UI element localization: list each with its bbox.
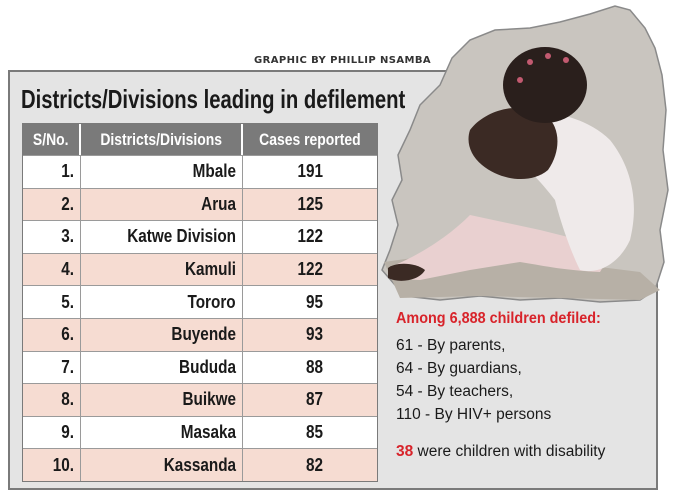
- cell-sno: 9.: [23, 416, 81, 449]
- stat-line-teachers: 54 - By teachers,: [396, 383, 514, 400]
- cell-cases: 122: [297, 226, 323, 247]
- stat-line-hiv: 110 - By HIV+ persons: [396, 406, 552, 423]
- header-sno: S/No.: [23, 124, 81, 155]
- table-row: 7. Bududa 88: [23, 350, 377, 384]
- child-figure-legs: [393, 215, 610, 280]
- table-row: 6. Buyende 93: [23, 317, 377, 351]
- stat-line-disability: 38 were children with disability: [396, 440, 624, 463]
- table-row: 8. Buikwe 87: [23, 383, 377, 416]
- table-row: 2. Arua 125: [23, 187, 377, 221]
- cell-cases: 93: [305, 324, 323, 345]
- hair-beads: [527, 59, 533, 65]
- cell-sno: 10.: [23, 449, 81, 481]
- cell-district: Buyende: [81, 318, 243, 351]
- header-district: Districts/Divisions: [81, 124, 243, 155]
- cell-sno: 6.: [23, 318, 81, 351]
- cell-sno: 2.: [23, 188, 81, 221]
- child-figure-arm: [468, 107, 558, 180]
- table-row: 1. Mbale 191: [23, 155, 377, 188]
- cell-sno: 7.: [23, 351, 81, 384]
- cell-sno: 4.: [23, 253, 81, 286]
- table-body: 1. Mbale 191 2. Arua 125 3. Katwe Divisi…: [23, 155, 377, 481]
- cell-district: Kamuli: [81, 253, 243, 286]
- child-figure-feet: [388, 263, 425, 281]
- cell-cases: 87: [305, 389, 323, 410]
- cell-sno: 1.: [23, 156, 81, 188]
- defilement-table: S/No. Districts/Divisions Cases reported…: [22, 123, 378, 482]
- cell-district: Buikwe: [81, 384, 243, 416]
- cell-district: Kassanda: [81, 449, 243, 481]
- cell-district: Arua: [81, 188, 243, 221]
- header-cases: Cases reported: [259, 129, 361, 149]
- cell-district: Masaka: [81, 416, 243, 449]
- cell-sno: 3.: [23, 221, 81, 253]
- disability-text: were children with disability: [413, 443, 606, 460]
- cell-district: Bududa: [81, 351, 243, 384]
- disability-count: 38: [396, 443, 414, 460]
- child-figure-head: [503, 47, 587, 123]
- cell-cases: 122: [297, 259, 323, 280]
- cell-sno: 5.: [23, 286, 81, 318]
- cell-district: Katwe Division: [81, 221, 243, 253]
- table-row: 9. Masaka 85: [23, 415, 377, 449]
- statistics-lead: Among 6,888 children defiled:: [396, 310, 601, 327]
- stat-line-parents: 61 - By parents,: [396, 337, 506, 354]
- cell-district: Mbale: [81, 156, 243, 188]
- cell-cases: 191: [297, 161, 323, 182]
- cell-cases: 85: [305, 422, 323, 443]
- cell-district: Tororo: [81, 286, 243, 318]
- statistics-box: Among 6,888 children defiled: 61 - By pa…: [396, 310, 624, 463]
- table-row: 3. Katwe Division 122: [23, 220, 377, 253]
- table-row: 5. Tororo 95: [23, 285, 377, 318]
- cell-sno: 8.: [23, 384, 81, 416]
- table-row: 10. Kassanda 82: [23, 448, 377, 481]
- cell-cases: 88: [305, 356, 323, 377]
- table-header: S/No. Districts/Divisions Cases reported: [23, 124, 377, 155]
- table-row: 4. Kamuli 122: [23, 252, 377, 286]
- cell-cases: 95: [305, 291, 323, 312]
- cell-cases: 125: [297, 193, 323, 214]
- cell-cases: 82: [305, 454, 323, 475]
- stat-line-guardians: 64 - By guardians,: [396, 360, 522, 377]
- chart-title: Districts/Divisions leading in defilemen…: [21, 84, 406, 114]
- graphic-credit: GRAPHIC BY PHILLIP NSAMBA: [250, 55, 436, 66]
